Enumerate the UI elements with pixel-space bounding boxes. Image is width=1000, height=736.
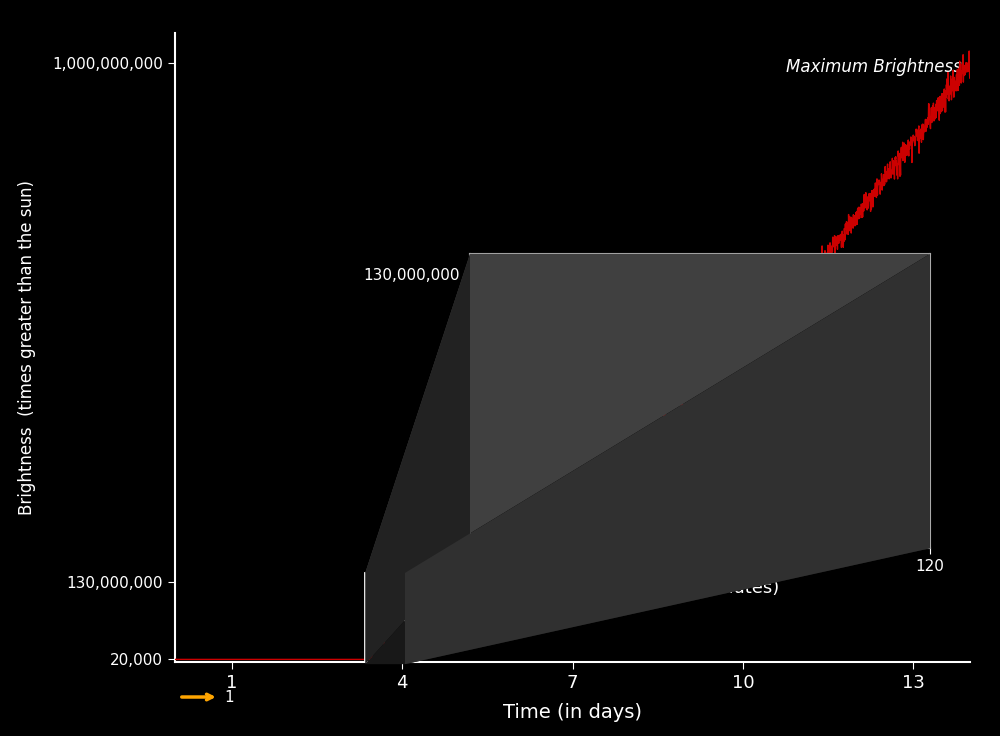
X-axis label: Time (in days): Time (in days) (503, 704, 642, 722)
Bar (365, 573, 405, 664)
Text: 1: 1 (224, 690, 234, 704)
X-axis label: Time (in minutes): Time (in minutes) (620, 579, 780, 598)
Y-axis label: Brightness  (times greater than the sun): Brightness (times greater than the sun) (18, 180, 36, 515)
Text: Maximum Brightness: Maximum Brightness (786, 58, 962, 77)
Text: Shock
Breakout: Shock Breakout (681, 277, 793, 328)
